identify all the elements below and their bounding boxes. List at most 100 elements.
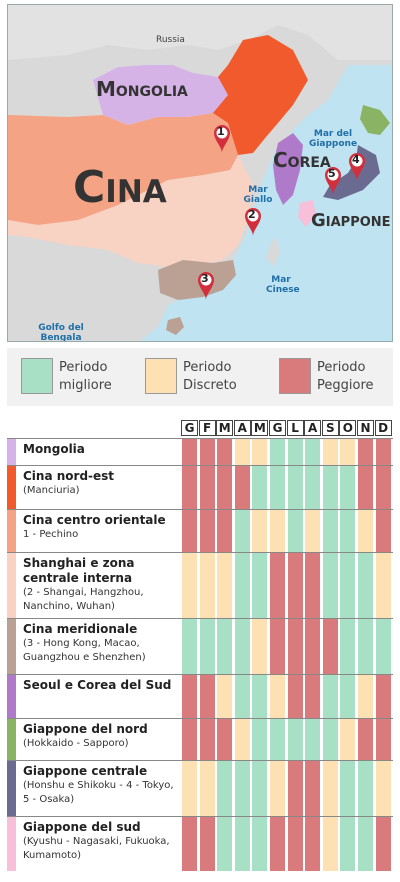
- rating-cell: [374, 510, 392, 552]
- rating-cell: [286, 719, 304, 760]
- rating-cell: [339, 761, 357, 816]
- row-title: Cina meridionale: [23, 622, 138, 636]
- table-row: Giappone del sud (Kyushu - Nagasaki, Fuku…: [7, 816, 393, 871]
- rating-cell: [321, 619, 339, 674]
- pin-label-2: 2: [248, 208, 256, 221]
- rating-cell: [251, 466, 269, 509]
- row-color-marker: [7, 619, 16, 674]
- rating-cell: [233, 761, 251, 816]
- rating-cell: [321, 675, 339, 718]
- row-color-marker: [7, 439, 16, 465]
- rating-cell: [198, 675, 216, 718]
- rating-cell: [286, 553, 304, 618]
- rating-cell: [339, 439, 357, 465]
- label-giappone: Giappone: [311, 210, 391, 231]
- row-title: Giappone del sud: [23, 820, 141, 834]
- rating-cell: [181, 761, 198, 816]
- rating-cell: [357, 439, 374, 465]
- month-header-7: L: [286, 420, 304, 436]
- rating-cell: [357, 510, 374, 552]
- rating-cell: [198, 439, 216, 465]
- rating-cell: [304, 510, 322, 552]
- rating-cell: [304, 619, 322, 674]
- table-row: Giappone centrale (Honshu e Shikoku - 4 -…: [7, 760, 393, 816]
- legend-label-worst-2: Peggiore: [317, 378, 374, 393]
- label-mar-giallo: Mar Giallo: [243, 185, 273, 205]
- month-header-8: A: [304, 420, 322, 436]
- rating-cell: [216, 510, 234, 552]
- row-label: Giappone del nord (Hokkaido - Sapporo): [23, 722, 178, 751]
- rating-cell: [198, 761, 216, 816]
- label-cina: Cina: [73, 162, 167, 213]
- table-row: Giappone del nord (Hokkaido - Sapporo): [7, 718, 393, 760]
- rating-cell: [286, 675, 304, 718]
- rating-cell: [251, 719, 269, 760]
- legend-swatch-best: [21, 358, 53, 394]
- legend-label-best-2: migliore: [59, 378, 112, 393]
- rating-cell: [216, 619, 234, 674]
- rating-cell: [181, 675, 198, 718]
- rating-cell: [374, 675, 392, 718]
- pin-label-3: 3: [201, 272, 209, 285]
- rating-cell: [198, 466, 216, 509]
- label-mar-cinese: Mar Cinese: [266, 275, 300, 295]
- rating-cell: [374, 719, 392, 760]
- row-label: Cina meridionale (3 - Hong Kong, Macao, G…: [23, 622, 178, 665]
- rating-cell: [216, 675, 234, 718]
- rating-cell: [304, 719, 322, 760]
- rating-cell: [198, 619, 216, 674]
- rating-cell: [269, 675, 286, 718]
- rating-cell: [216, 761, 234, 816]
- table-row: Cina nord-est (Manciuria): [7, 465, 393, 509]
- legend-swatch-worst: [279, 358, 311, 394]
- month-header-3: M: [216, 420, 234, 436]
- row-label: Shanghai e zona centrale interna (2 - Sha…: [23, 556, 178, 614]
- rating-cell: [357, 553, 374, 618]
- rating-cell: [321, 510, 339, 552]
- rating-cell: [216, 719, 234, 760]
- rating-cell: [339, 675, 357, 718]
- rating-cell: [216, 466, 234, 509]
- rating-cell: [181, 719, 198, 760]
- rating-cell: [286, 761, 304, 816]
- month-header-2: F: [198, 420, 216, 436]
- map-graphic: [8, 5, 392, 341]
- row-label: Giappone del sud (Kyushu - Nagasaki, Fuku…: [23, 820, 178, 863]
- row-subtitle: (Kyushu - Nagasaki, Fukuoka, Kumamoto): [23, 836, 170, 861]
- row-title: Mongolia: [23, 442, 85, 456]
- row-subtitle: (Hokkaido - Sapporo): [23, 738, 129, 749]
- row-title: Shanghai e zona centrale interna: [23, 556, 135, 585]
- rating-cell: [251, 675, 269, 718]
- rating-cell: [339, 619, 357, 674]
- rating-cell: [216, 817, 234, 871]
- rating-cell: [321, 761, 339, 816]
- label-golfo-bengala: Golfo del Bengala: [38, 323, 84, 342]
- month-header-9: S: [321, 420, 339, 436]
- rating-cell: [286, 817, 304, 871]
- rating-cell: [198, 817, 216, 871]
- rating-cell: [269, 817, 286, 871]
- row-subtitle: (Honshu e Shikoku - 4 - Tokyo, 5 - Osaka…: [23, 780, 174, 805]
- rating-cell: [304, 466, 322, 509]
- row-color-marker: [7, 817, 16, 871]
- rating-cell: [339, 719, 357, 760]
- rating-cell: [251, 510, 269, 552]
- rating-cell: [269, 466, 286, 509]
- rating-cell: [304, 675, 322, 718]
- rating-cell: [269, 510, 286, 552]
- rating-cell: [304, 761, 322, 816]
- rating-cell: [286, 439, 304, 465]
- rating-cell: [339, 817, 357, 871]
- rating-cell: [233, 817, 251, 871]
- rating-cell: [269, 719, 286, 760]
- rating-cell: [181, 817, 198, 871]
- row-color-marker: [7, 510, 16, 552]
- rating-cell: [251, 817, 269, 871]
- row-color-marker: [7, 675, 16, 718]
- rating-cell: [269, 619, 286, 674]
- rating-cell: [321, 553, 339, 618]
- label-mar-giappone: Mar del Giappone: [308, 129, 358, 149]
- table-row: Shanghai e zona centrale interna (2 - Sha…: [7, 552, 393, 618]
- month-header-11: N: [357, 420, 374, 436]
